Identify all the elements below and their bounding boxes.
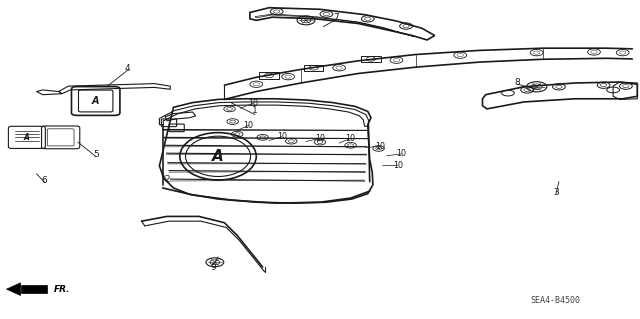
Text: A: A [92, 96, 99, 106]
Text: 6: 6 [42, 175, 47, 185]
Text: 9: 9 [211, 263, 216, 271]
Text: 1: 1 [252, 106, 258, 115]
Text: 10: 10 [376, 142, 385, 151]
Polygon shape [20, 286, 47, 293]
Text: 5: 5 [93, 150, 99, 159]
Text: 7: 7 [333, 13, 339, 22]
Text: 10: 10 [346, 134, 356, 143]
Text: 10: 10 [276, 132, 287, 141]
Text: 10: 10 [248, 99, 258, 108]
Text: SEA4-B4500: SEA4-B4500 [531, 296, 580, 305]
Text: FR.: FR. [54, 285, 70, 294]
Text: A: A [24, 133, 30, 142]
Text: 2: 2 [164, 174, 170, 184]
Text: 8: 8 [515, 78, 520, 86]
Text: 3: 3 [553, 188, 559, 197]
Polygon shape [6, 283, 20, 295]
Text: A: A [212, 149, 224, 164]
Text: 4: 4 [125, 64, 131, 73]
Text: 10: 10 [315, 134, 325, 143]
Text: 10: 10 [393, 161, 403, 170]
Text: 10: 10 [244, 121, 253, 130]
Text: 10: 10 [397, 149, 406, 158]
